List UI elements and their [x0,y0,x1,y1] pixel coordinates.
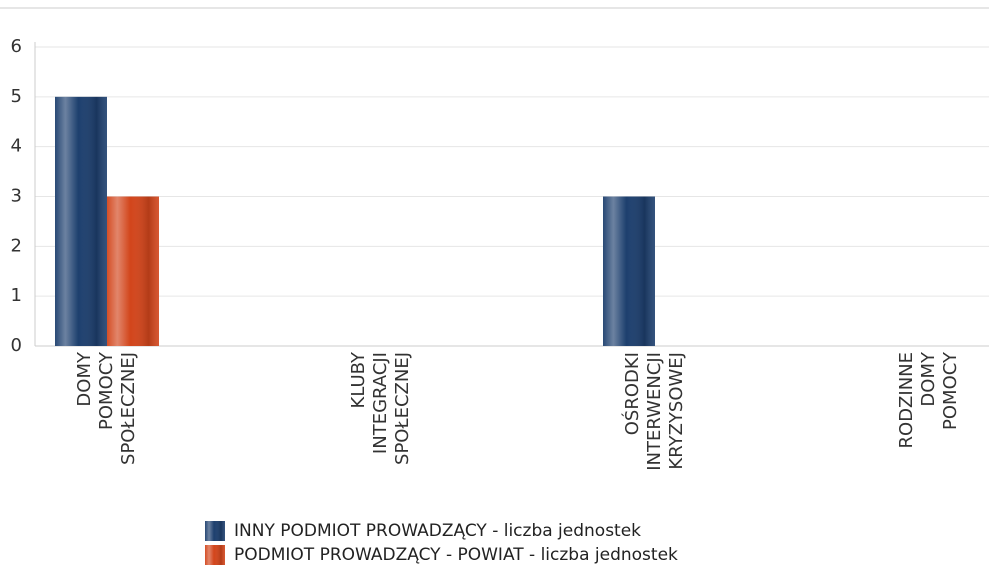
x-tick-label: KRYZYSOWEJ [666,352,687,470]
legend-swatch-shine [205,521,225,541]
legend-label: INNY PODMIOT PROWADZĄCY - liczba jednost… [234,521,641,541]
bar-shine [55,96,107,346]
bar-shine [603,196,655,346]
y-tick-label: 5 [11,86,22,107]
x-tick-label: SPOŁECZNEJ [392,352,413,465]
y-tick-label: 2 [11,235,22,256]
x-tick-label: OŚRODKI [621,352,643,435]
y-tick-label: 3 [11,186,22,207]
x-tick-label: SPOŁECZNEJ [118,352,139,465]
x-tick-label: KLUBY [348,351,369,408]
y-tick-label: 1 [11,285,22,306]
y-tick-label: 6 [11,36,22,57]
x-tick-label: INTERWENCJI [644,352,665,471]
y-tick-label: 4 [11,136,22,157]
x-tick-label: POMOCY [940,351,961,430]
x-tick-label: RODZINNE [896,352,917,448]
x-tick-label: INTEGRACJI [370,352,391,454]
legend-swatch-shine [205,545,225,565]
y-tick-label: 0 [11,335,22,356]
x-tick-label: POMOCY [96,351,117,430]
legend-label: PODMIOT PROWADZĄCY - POWIAT - liczba jed… [234,545,678,565]
x-tick-label: DOMY [74,351,95,407]
x-tick-label: DOMY [918,351,939,407]
bar-shine [107,196,159,346]
